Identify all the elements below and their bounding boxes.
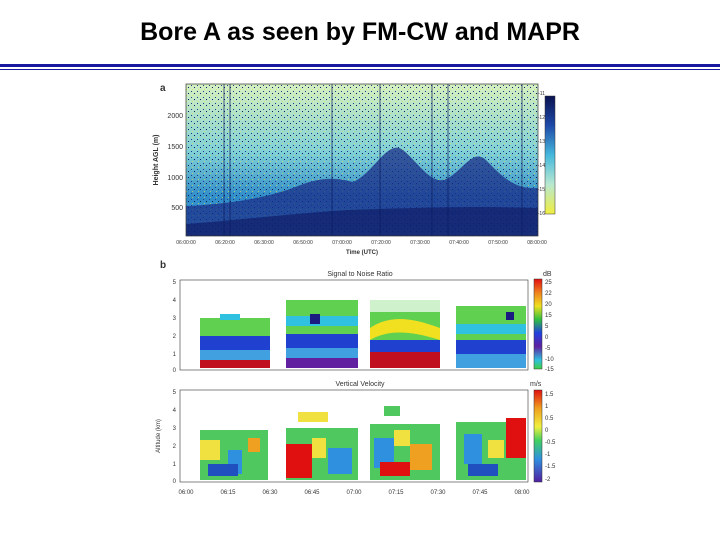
vv-cb-tick: 1.5 (545, 392, 554, 398)
vv-cb-tick: -1 (545, 452, 551, 458)
panel-a-x-label: Time (UTC) (346, 250, 378, 256)
vv-colorbar (533, 389, 543, 483)
snr-cb-tick: 0 (545, 335, 549, 341)
panel-a-cb-tick: -13 (538, 139, 545, 145)
snr-y-ticks: 5 4 3 2 1 0 (173, 280, 177, 374)
vv-cb-tick: 1 (545, 404, 549, 410)
vv-cb-tick: -1.5 (545, 464, 556, 470)
panel-a-y-tick: 1000 (167, 175, 183, 182)
vv-y-tick: 4 (173, 408, 177, 414)
vv-y-ticks: 5 4 3 2 1 0 (173, 390, 177, 485)
panel-a-x-tick: 07:30:00 (410, 240, 430, 246)
vv-colorbar-ticks: 1.5 1 0.5 0 -0.5 -1 -1.5 -2 (545, 392, 556, 483)
panel-a-y-tick: 500 (171, 205, 183, 212)
panel-a-y-tick: 2000 (167, 113, 183, 120)
snr-y-tick: 3 (173, 316, 177, 322)
panel-a-x-tick: 06:00:00 (176, 240, 196, 246)
vv-y-tick: 2 (173, 444, 177, 450)
snr-cb-tick: 15 (545, 313, 552, 319)
panel-b-letter: b (160, 260, 166, 271)
snr-cb-tick: 22 (545, 291, 552, 297)
panel-a-x-tick: 06:50:00 (293, 240, 313, 246)
vv-y-tick: 1 (173, 462, 177, 468)
panel-a-cb-tick: -11 (538, 91, 545, 97)
panel-b-x-ticks: 06:00 06:15 06:30 06:45 07:00 07:15 07:3… (178, 490, 530, 496)
snr-cb-tick: -10 (545, 357, 554, 363)
panel-a-cb-tick: -14 (538, 163, 545, 169)
snr-y-tick: 5 (173, 280, 177, 286)
snr-y-tick: 2 (173, 334, 177, 340)
panel-a-x-tick: 07:50:00 (488, 240, 508, 246)
snr-unit: dB (543, 271, 552, 278)
snr-colorbar (533, 278, 543, 370)
title-rule (0, 64, 720, 67)
radar-figure: a Height AGL (m) 2000 1500 1000 500 (148, 78, 560, 500)
panel-a-x-tick: 08:00:00 (527, 240, 547, 246)
panel-b-x-tick: 07:30 (430, 490, 446, 496)
vv-y-tick: 0 (173, 479, 177, 485)
panel-b-x-tick: 06:45 (304, 490, 320, 496)
panel-a-y-label: Height AGL (m) (153, 135, 160, 186)
panel-a-plot (185, 83, 539, 237)
vv-cb-tick: 0 (545, 428, 549, 434)
panel-b-x-tick: 06:15 (220, 490, 236, 496)
panel-a-x-tick: 07:40:00 (449, 240, 469, 246)
snr-cb-tick: -5 (545, 346, 551, 352)
panel-b-x-tick: 06:00 (178, 490, 194, 496)
vv-y-label: Altitude (km) (156, 419, 162, 453)
panel-b-x-tick: 08:00 (514, 490, 530, 496)
vv-unit: m/s (530, 381, 542, 388)
snr-cb-tick: -15 (545, 367, 554, 373)
vv-cb-tick: -0.5 (545, 440, 556, 446)
panel-b-x-tick: 07:45 (472, 490, 488, 496)
panel-a-y-tick: 1500 (167, 144, 183, 151)
vv-plot (179, 389, 529, 483)
snr-plot (179, 279, 529, 371)
vv-title: Vertical Velocity (335, 381, 385, 388)
panel-a-cb-tick: -15 (538, 187, 545, 193)
vv-cb-tick: -2 (545, 477, 551, 483)
panel-a-x-tick: 07:20:00 (371, 240, 391, 246)
panel-b-x-tick: 07:15 (388, 490, 404, 496)
radar-figure-svg: a Height AGL (m) 2000 1500 1000 500 (153, 83, 556, 496)
panel-a-letter: a (160, 83, 166, 94)
panel-a-colorbar (544, 95, 556, 215)
title-rule-thin (0, 69, 720, 70)
snr-cb-tick: 25 (545, 280, 552, 286)
snr-colorbar-ticks: 25 22 20 15 5 0 -5 -10 -15 (545, 280, 554, 373)
panel-a-cb-tick: -16 (538, 211, 545, 217)
panel-a-x-tick: 06:30:00 (254, 240, 274, 246)
panel-b-x-tick: 06:30 (262, 490, 278, 496)
snr-y-tick: 0 (173, 368, 177, 374)
snr-cb-tick: 5 (545, 324, 549, 330)
panel-a-x-tick: 06:20:00 (215, 240, 235, 246)
panel-b-x-tick: 07:00 (346, 490, 362, 496)
panel-a-x-ticks: 06:00:00 06:20:00 06:30:00 06:50:00 07:0… (176, 240, 547, 246)
snr-cb-tick: 20 (545, 302, 552, 308)
snr-y-tick: 1 (173, 352, 177, 358)
panel-a-cb-tick: -12 (538, 115, 545, 121)
vv-y-tick: 5 (173, 390, 177, 396)
snr-title: Signal to Noise Ratio (327, 271, 392, 278)
panel-a-x-tick: 07:00:00 (332, 240, 352, 246)
snr-y-tick: 4 (173, 298, 177, 304)
vv-y-tick: 3 (173, 426, 177, 432)
slide-title: Bore A as seen by FM-CW and MAPR (140, 18, 580, 46)
vv-cb-tick: 0.5 (545, 416, 554, 422)
